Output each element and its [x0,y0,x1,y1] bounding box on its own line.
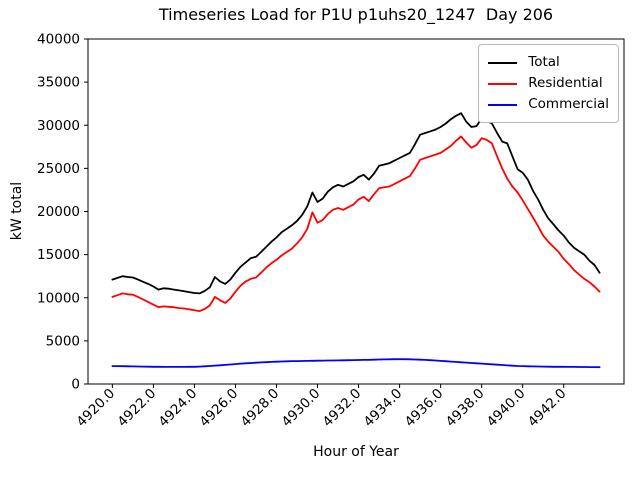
y-tick-label: 20000 [37,204,80,220]
y-tick-label: 40000 [37,32,80,48]
chart-title: Timeseries Load for P1U p1uhs20_1247 Day… [158,5,554,24]
x-tick-label: 4936.0 [402,386,447,431]
y-tick-label: 15000 [37,247,80,263]
x-tick-label: 4926.0 [197,386,242,431]
legend-line-commercial [488,103,518,106]
x-axis-label: Hour of Year [313,444,399,460]
x-tick-label: 4930.0 [279,386,324,431]
legend: Total Residential Commercial [478,44,619,123]
y-tick-label: 25000 [37,161,80,177]
y-tick-label: 5000 [46,333,80,349]
x-tick-label: 4922.0 [115,386,160,431]
y-tick-label: 30000 [37,118,80,134]
x-tick-label: 4940.0 [484,386,529,431]
x-tick-label: 4938.0 [443,386,488,431]
legend-entry-commercial: Commercial [488,94,609,115]
legend-label-total: Total [528,53,560,70]
y-tick-label: 35000 [37,75,80,91]
legend-entry-total: Total [488,52,609,73]
x-tick-label: 4920.0 [73,386,118,431]
legend-label-residential: Residential [528,74,603,91]
y-axis-label: kW total [9,181,25,241]
x-tick-label: 4928.0 [238,386,283,431]
y-tick-label: 0 [71,377,80,393]
y-tick-label: 10000 [37,290,80,306]
series-line-residential [111,135,601,313]
x-tick-label: 4942.0 [525,386,570,431]
legend-line-residential [488,82,518,85]
legend-label-commercial: Commercial [528,95,609,112]
series-line-total [111,112,601,295]
x-tick-label: 4934.0 [361,386,406,431]
x-tick-label: 4924.0 [156,386,201,431]
x-tick-label: 4932.0 [320,386,365,431]
series-line-commercial [111,358,601,369]
legend-entry-residential: Residential [488,73,609,94]
legend-line-total [488,61,518,64]
